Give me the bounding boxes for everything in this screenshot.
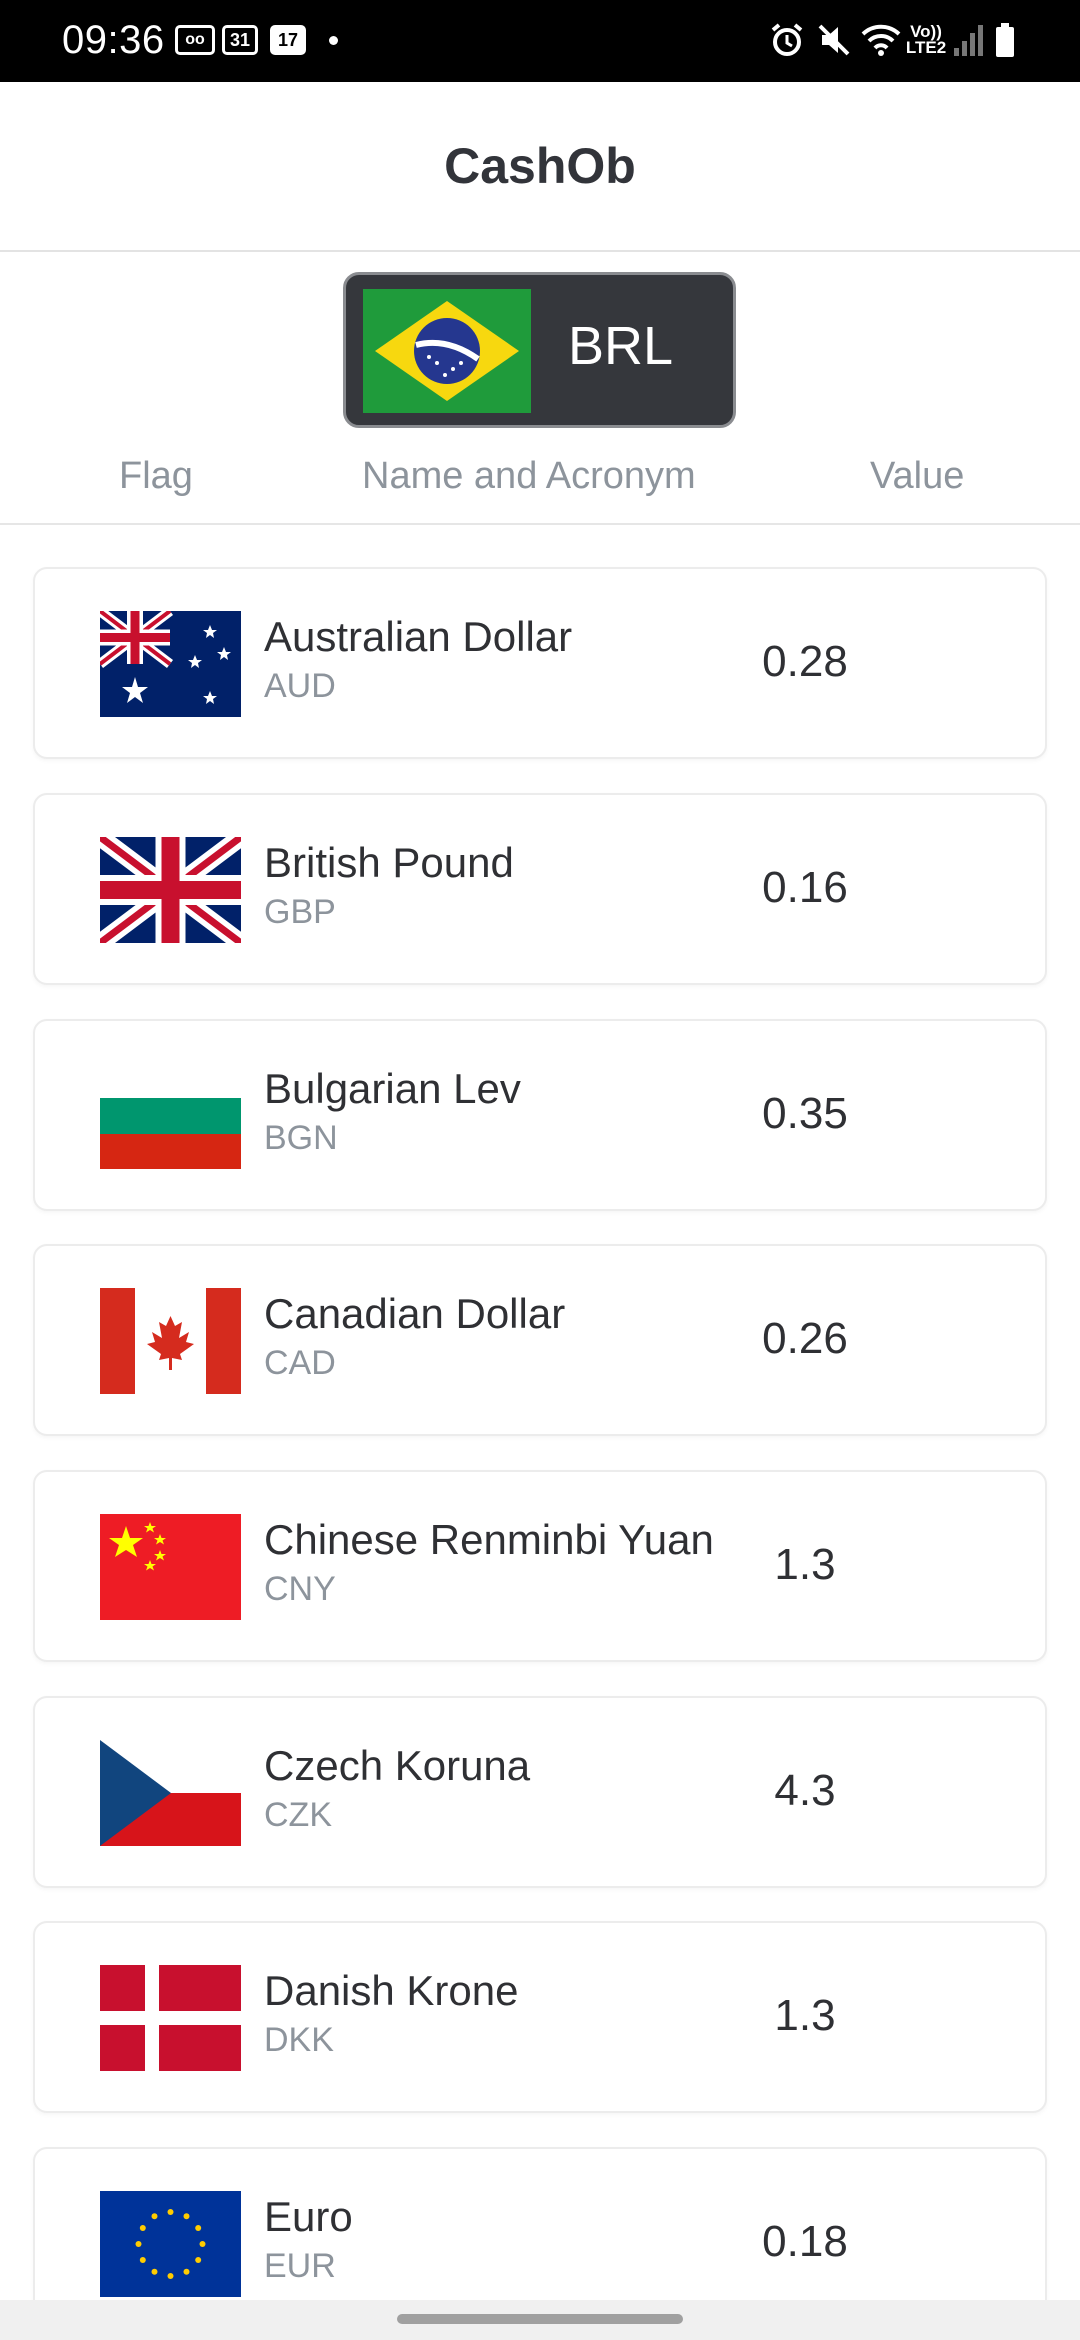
currency-list[interactable]: Australian Dollar AUD 0.28 British Pound… <box>0 525 1080 2300</box>
network-label: Vo)) LTE2 <box>905 22 947 57</box>
signal-icon <box>952 22 984 58</box>
currency-row-cny[interactable]: Chinese Renminbi Yuan CNY 1.3 <box>33 1470 1047 1662</box>
australia-flag-icon <box>100 611 241 717</box>
calendar-icon: 31 <box>222 22 258 58</box>
calendar-icon: 17 <box>270 22 306 58</box>
currency-row-dkk[interactable]: Danish Krone DKK 1.3 <box>33 1921 1047 2113</box>
currency-row-aud[interactable]: Australian Dollar AUD 0.28 <box>33 567 1047 759</box>
currency-row-bgn[interactable]: Bulgarian Lev BGN 0.35 <box>33 1019 1047 1211</box>
currency-code: AUD <box>264 667 336 705</box>
currency-name: British Pound <box>264 839 514 886</box>
currency-code: GBP <box>264 893 336 931</box>
currency-row-cad[interactable]: Canadian Dollar CAD 0.26 <box>33 1244 1047 1436</box>
voicemail-icon: oo <box>175 22 215 58</box>
currency-value: 0.16 <box>762 863 848 912</box>
currency-value: 1.3 <box>774 1991 836 2040</box>
currency-name: Danish Krone <box>264 1967 519 2014</box>
china-flag-icon <box>100 1514 241 1620</box>
currency-value: 0.18 <box>762 2217 848 2266</box>
navigation-bar <box>0 2300 1080 2340</box>
app-title: CashOb <box>444 138 636 194</box>
alarm-icon <box>768 22 806 58</box>
status-bar: 09:36 oo 31 17 Vo)) LTE2 <box>0 0 1080 82</box>
column-header-value: Value <box>870 455 965 497</box>
currency-name: Bulgarian Lev <box>264 1065 521 1112</box>
currency-name: Chinese Renminbi Yuan <box>264 1516 714 1563</box>
wifi-icon <box>860 22 902 58</box>
currency-code: CAD <box>264 1344 336 1382</box>
app-bar: CashOb <box>0 82 1080 252</box>
currency-row-eur[interactable]: Euro EUR 0.18 <box>33 2147 1047 2300</box>
currency-row-gbp[interactable]: British Pound GBP 0.16 <box>33 793 1047 985</box>
currency-code: EUR <box>264 2247 336 2285</box>
bulgaria-flag-icon <box>100 1063 241 1169</box>
currency-value: 0.35 <box>762 1089 848 1138</box>
currency-value: 4.3 <box>774 1766 836 1815</box>
currency-value: 0.28 <box>762 637 848 686</box>
eu-flag-icon <box>100 2191 241 2297</box>
canada-flag-icon <box>100 1288 241 1394</box>
currency-row-czk[interactable]: Czech Koruna CZK 4.3 <box>33 1696 1047 1888</box>
dot-icon <box>329 22 338 58</box>
home-gesture-handle[interactable] <box>397 2314 683 2324</box>
currency-code: DKK <box>264 2021 334 2059</box>
denmark-flag-icon <box>100 1965 241 2071</box>
czech-flag-icon <box>100 1740 241 1846</box>
status-time: 09:36 <box>62 18 165 62</box>
currency-value: 0.26 <box>762 1314 848 1363</box>
column-header-flag: Flag <box>119 455 193 497</box>
currency-name: Czech Koruna <box>264 1742 531 1789</box>
base-currency-button[interactable]: BRL <box>343 272 736 428</box>
currency-code: BGN <box>264 1119 338 1157</box>
currency-code: CZK <box>264 1796 332 1834</box>
currency-name: Canadian Dollar <box>264 1290 566 1337</box>
header-divider <box>0 523 1080 525</box>
battery-icon <box>992 22 1018 58</box>
currency-name: Australian Dollar <box>264 613 573 660</box>
brazil-flag-icon <box>363 289 531 413</box>
currency-name: Euro <box>264 2193 353 2240</box>
uk-flag-icon <box>100 837 241 943</box>
column-header-name: Name and Acronym <box>362 455 696 497</box>
currency-code: CNY <box>264 1570 336 1608</box>
base-currency-code: BRL <box>568 316 674 376</box>
currency-value: 1.3 <box>774 1540 836 1589</box>
mute-icon <box>815 22 853 58</box>
